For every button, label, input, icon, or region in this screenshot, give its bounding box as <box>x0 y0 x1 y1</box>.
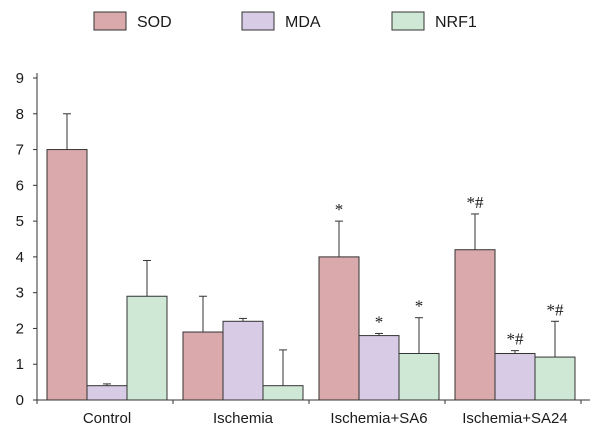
legend-swatch-mda <box>241 11 275 31</box>
y-tick-label-1: 1 <box>16 356 24 373</box>
bar-mda-2 <box>358 335 400 401</box>
bar-sod-2 <box>318 256 360 401</box>
y-tick-label-8: 8 <box>16 106 24 123</box>
x-tick-label-0: Control <box>83 410 131 427</box>
y-tick-label-6: 6 <box>16 177 24 194</box>
y-tick-label-0: 0 <box>16 392 24 409</box>
bar-sod-0 <box>46 149 88 401</box>
bar-nrf1-2 <box>398 352 440 401</box>
y-tick-label-4: 4 <box>16 249 24 266</box>
significance-annotations: * * * *# *# *# <box>335 193 564 349</box>
bar-nrf1-3 <box>534 356 576 401</box>
bar-mda-0 <box>86 385 128 401</box>
significance-mark-nrf1-2: * <box>415 297 424 316</box>
bar-nrf1-0 <box>126 295 168 401</box>
y-tick-label-2: 2 <box>16 320 24 337</box>
bar-mda-3 <box>494 352 536 401</box>
bar-nrf1-1 <box>262 385 304 401</box>
bar-sod-1 <box>182 331 224 401</box>
significance-mark-mda-3: *# <box>507 330 525 349</box>
y-tick-label-7: 7 <box>16 142 24 159</box>
legend: SOD MDA NRF1 <box>93 11 477 31</box>
significance-mark-sod-3: *# <box>467 193 485 212</box>
bar-mda-1 <box>222 320 264 401</box>
y-tick-label-9: 9 <box>16 70 24 87</box>
x-tick-label-1: Ischemia <box>213 410 274 427</box>
y-tick-label-3: 3 <box>16 285 24 302</box>
axes: 0 1 2 3 4 5 6 7 8 9 Control Ischemia Ischemia+SA6 Isc… <box>16 70 590 427</box>
significance-mark-nrf1-3: *# <box>547 300 565 319</box>
legend-label-nrf1: NRF1 <box>435 14 477 31</box>
x-tick-label-2: Ischemia+SA6 <box>330 410 427 427</box>
legend-swatch-sod <box>93 11 127 31</box>
significance-mark-mda-2: * <box>375 312 384 331</box>
error-bars <box>63 113 559 386</box>
bars <box>46 149 576 401</box>
legend-label-mda: MDA <box>285 14 321 31</box>
y-tick-label-5: 5 <box>16 213 24 230</box>
x-tick-label-3: Ischemia+SA24 <box>462 410 567 427</box>
bar-sod-3 <box>454 249 496 401</box>
significance-mark-sod-2: * <box>335 200 344 219</box>
legend-label-sod: SOD <box>137 14 172 31</box>
legend-swatch-nrf1 <box>391 11 425 31</box>
